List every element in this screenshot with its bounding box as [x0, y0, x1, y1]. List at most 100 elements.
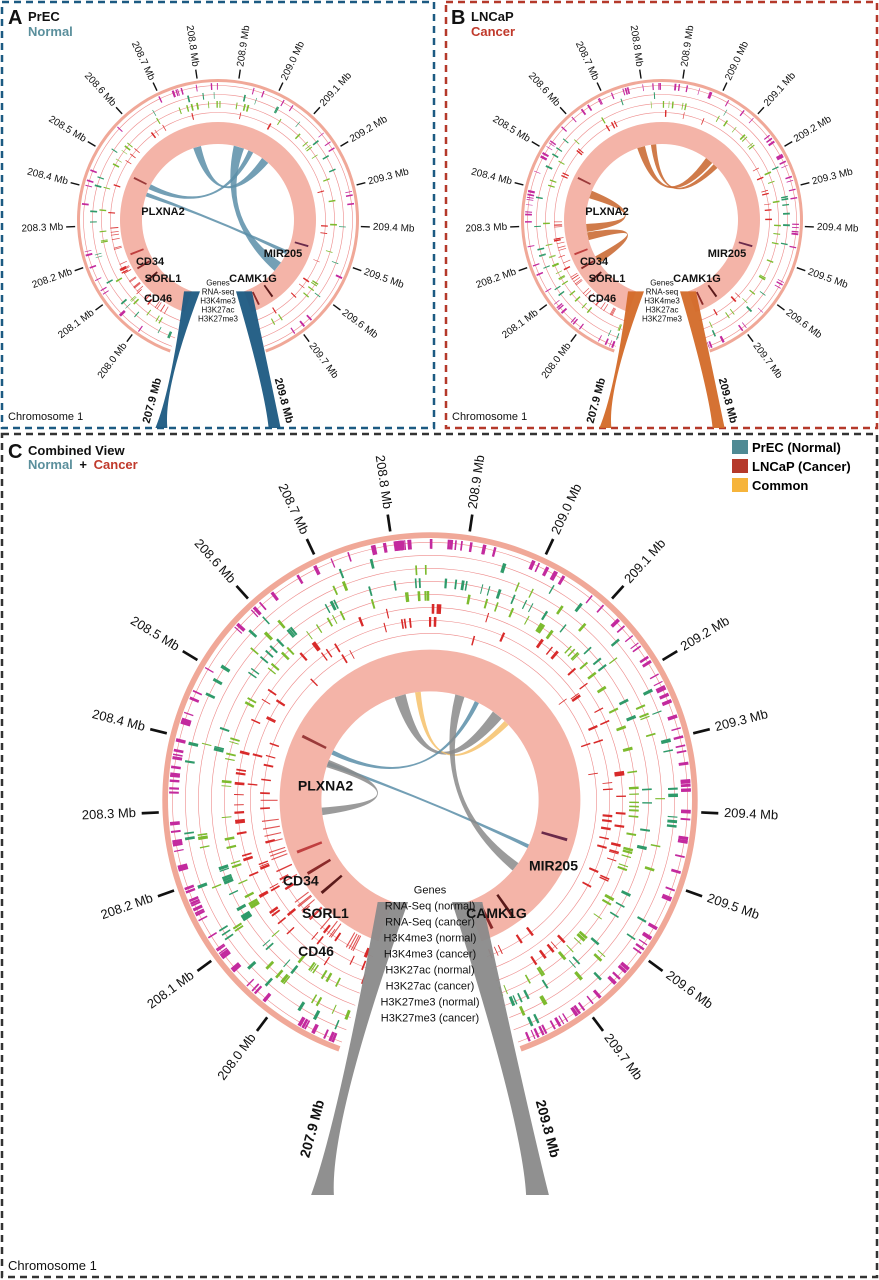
tick-mark: [692, 727, 711, 735]
ideogram-hatch: [129, 277, 137, 283]
track-mark: [262, 939, 271, 947]
track-mark: [162, 124, 167, 132]
track-mark: [232, 922, 243, 930]
circos-plot-combined: 208.0 Mb 208.1 Mb 208.2 Mb 208.3 Mb 208.4 Mb…: [81, 454, 779, 1195]
track-mark: [258, 860, 269, 866]
track-mark: [334, 643, 341, 653]
panel-c-letter: C: [8, 441, 22, 463]
legend-label-normal: PrEC (Normal): [752, 440, 841, 455]
track-mark: [604, 338, 609, 346]
track-mark: [578, 323, 584, 330]
track-mark: [659, 692, 670, 700]
track-mark: [759, 291, 766, 296]
track-mark: [548, 142, 555, 147]
track-mark: [121, 269, 128, 274]
track-mark: [190, 898, 200, 905]
track-mark: [761, 192, 769, 196]
track-mark: [667, 787, 678, 791]
track-mark: [279, 874, 289, 880]
track-mark: [640, 715, 650, 721]
track-mark: [269, 742, 280, 748]
track-mark: [225, 757, 235, 761]
track-mark: [562, 1013, 569, 1023]
track-mark: [454, 579, 458, 590]
track-mark: [169, 787, 180, 790]
track-mark: [113, 184, 121, 188]
track-mark: [265, 649, 274, 658]
track-mark: [310, 963, 317, 972]
panel-c-chromosome: Chromosome 1: [8, 1258, 97, 1273]
track-mark: [302, 905, 310, 913]
ideogram-hatch: [121, 265, 130, 270]
track-mark: [320, 969, 328, 980]
tick-label: 208.9 Mb: [465, 454, 488, 510]
gene-band: [577, 177, 591, 185]
track-mark: [549, 570, 556, 580]
gene-label: CD34: [580, 256, 609, 268]
track-mark: [642, 802, 652, 804]
legend-swatch-normal: [732, 440, 748, 454]
track-mark: [283, 959, 291, 968]
track-mark: [620, 963, 629, 971]
gene-label: CD34: [136, 256, 165, 268]
ideogram-hatch: [294, 891, 309, 903]
track-mark: [221, 779, 232, 784]
track-mark: [90, 221, 97, 223]
track-mark: [345, 190, 353, 194]
track-mark: [610, 121, 616, 129]
panel-c-frame: [0, 432, 879, 1279]
tick-mark: [784, 140, 793, 147]
tick-label: 209.5 Mb: [362, 267, 405, 291]
track-mark: [103, 186, 111, 190]
ideogram-hatch: [263, 825, 280, 830]
ideogram-hatch: [110, 227, 119, 229]
track-mark: [273, 106, 279, 113]
track-mark: [494, 946, 499, 956]
track-mark: [158, 96, 163, 103]
track-mark: [81, 202, 89, 206]
track-mark: [249, 900, 260, 908]
track-mark: [312, 139, 319, 146]
track-mark: [177, 863, 188, 869]
track-mark: [528, 559, 536, 571]
track-mark: [99, 209, 107, 212]
track-mark: [279, 875, 289, 881]
track-mark: [540, 155, 547, 161]
track-mark: [573, 1004, 582, 1015]
tick-label: 209.3 Mb: [811, 166, 855, 187]
track-mark: [709, 321, 713, 329]
tick-label: 208.8 Mb: [373, 454, 396, 510]
track-mark: [215, 943, 225, 951]
track-mark: [121, 149, 128, 155]
track-mark: [321, 225, 328, 227]
track-mark: [680, 780, 691, 784]
tick-mark: [539, 304, 548, 311]
track-mark: [593, 971, 602, 981]
track-mark: [612, 971, 621, 980]
ideogram-hatch: [352, 935, 362, 952]
panel-c-subtitle: Normal + Cancer: [28, 457, 138, 472]
track-mark: [677, 84, 681, 91]
tick-label: 208.2 Mb: [99, 890, 155, 922]
ideogram-hatch: [134, 282, 141, 289]
track-mark: [385, 608, 390, 619]
track-mark: [644, 866, 655, 872]
tick-mark: [514, 182, 524, 186]
track-mark: [588, 867, 599, 874]
track-mark: [214, 745, 225, 750]
track-mark: [486, 586, 491, 596]
track-mark: [557, 304, 564, 310]
track-mark: [371, 544, 378, 556]
track-mark: [548, 184, 555, 188]
track-mark: [680, 783, 691, 788]
track-mark: [111, 148, 118, 153]
track-mark: [541, 566, 550, 577]
track-mark: [653, 92, 656, 100]
track-mark: [269, 645, 278, 654]
track-mark: [546, 630, 554, 639]
tick-label: 208.0 Mb: [540, 340, 574, 380]
gene-label: PLXNA2: [585, 206, 628, 218]
ideogram-hatch: [260, 799, 278, 801]
track-mark: [546, 146, 553, 151]
track-mark: [577, 148, 584, 154]
